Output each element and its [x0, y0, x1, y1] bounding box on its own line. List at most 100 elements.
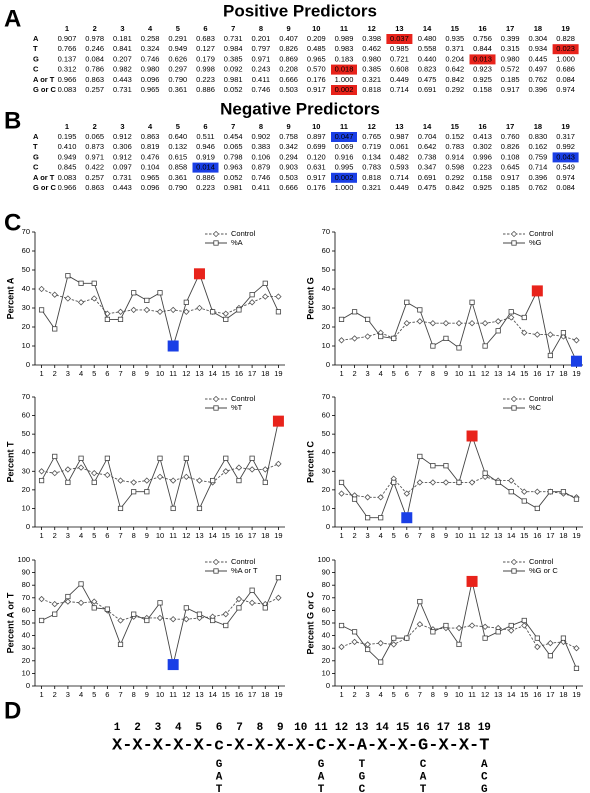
cell: 0.897	[307, 132, 326, 141]
point	[275, 309, 282, 315]
cell: 0.294	[279, 152, 298, 161]
point	[38, 285, 45, 293]
cell: 0.642	[418, 142, 437, 151]
column-header: 11	[340, 122, 348, 131]
point	[156, 614, 164, 622]
cell: 0.923	[473, 65, 492, 74]
cell: 0.002	[335, 85, 354, 94]
y-tick-label: 70	[322, 593, 330, 602]
alternative-base: C	[420, 759, 427, 771]
point	[417, 453, 423, 460]
position-number: 1	[114, 722, 121, 734]
y-tick-label: 100	[317, 555, 330, 564]
cell: 0.966	[58, 75, 77, 84]
y-tick-label: 40	[322, 284, 330, 293]
cell: 0.413	[473, 132, 492, 141]
column-header: 19	[561, 24, 569, 33]
highlight-cell	[386, 34, 413, 44]
row-label: T	[33, 44, 38, 53]
x-tick-label: 12	[182, 369, 190, 378]
highlight-point	[570, 355, 582, 367]
cell: 0.917	[501, 173, 520, 182]
column-header: 12	[368, 122, 376, 131]
y-tick-label: 0	[326, 522, 330, 531]
cell: 0.084	[556, 75, 575, 84]
point	[157, 600, 163, 606]
point	[573, 665, 580, 671]
row-label: G or C	[33, 183, 57, 192]
cell: 0.158	[473, 85, 492, 94]
point	[573, 496, 580, 502]
legend-label: Control	[529, 229, 554, 238]
point	[560, 635, 567, 641]
cell: 0.818	[362, 173, 381, 182]
cell: 0.185	[501, 183, 520, 192]
cell: 0.858	[168, 163, 187, 172]
point	[468, 479, 476, 486]
x-tick-label: 14	[507, 531, 515, 540]
cell: 0.321	[362, 183, 381, 192]
cell: 0.497	[529, 65, 548, 74]
position-number: 12	[335, 722, 348, 734]
cell: 0.998	[196, 65, 215, 74]
cell: 0.181	[113, 34, 132, 43]
cell: 0.844	[473, 44, 492, 53]
position-number: 5	[195, 722, 202, 734]
point	[117, 617, 124, 624]
cell: 0.347	[418, 163, 437, 172]
x-tick-label: 14	[208, 690, 216, 699]
y-tick-label: 60	[22, 605, 30, 614]
position-number: 11	[314, 722, 328, 734]
point	[547, 489, 553, 495]
point	[403, 490, 410, 497]
highlight-cell	[331, 85, 357, 95]
cell: 0.092	[224, 65, 243, 74]
cell: 0.209	[307, 34, 326, 43]
cell: 0.756	[473, 34, 492, 43]
x-tick-label: 6	[405, 369, 409, 378]
cell: 0.783	[362, 163, 381, 172]
legend-marker	[510, 230, 518, 238]
point	[249, 455, 255, 461]
point	[210, 617, 216, 624]
point	[365, 646, 371, 653]
cell: 0.317	[556, 132, 575, 141]
cell: 0.104	[141, 163, 160, 172]
cell: 0.845	[58, 163, 77, 172]
point	[481, 623, 489, 630]
point	[495, 629, 501, 635]
point	[508, 314, 515, 321]
x-tick-label: 10	[455, 690, 463, 699]
point	[117, 477, 124, 484]
cell: 0.223	[473, 163, 492, 172]
alternative-base: C	[359, 784, 366, 793]
point	[156, 308, 164, 315]
x-tick-label: 5	[92, 369, 96, 378]
x-tick-label: 9	[145, 369, 149, 378]
column-header: 10	[312, 24, 320, 33]
y-tick-label: 20	[22, 485, 30, 494]
cell: 0.971	[85, 152, 104, 161]
point	[521, 617, 527, 624]
x-tick-label: 15	[222, 531, 230, 540]
cell: 0.083	[58, 85, 77, 94]
column-header: 6	[203, 122, 207, 131]
cell: 0.765	[362, 132, 381, 141]
point	[508, 477, 515, 484]
x-tick-label: 3	[66, 369, 70, 378]
cell: 0.863	[85, 183, 104, 192]
column-header: 6	[203, 24, 207, 33]
point	[456, 641, 462, 648]
point	[390, 641, 397, 648]
point	[365, 316, 371, 323]
x-tick-label: 11	[468, 690, 476, 699]
y-tick-label: 70	[22, 593, 30, 602]
point	[130, 479, 137, 486]
x-tick-label: 18	[261, 369, 269, 378]
x-tick-label: 3	[66, 531, 70, 540]
cell: 0.342	[279, 142, 298, 151]
point	[351, 629, 358, 635]
